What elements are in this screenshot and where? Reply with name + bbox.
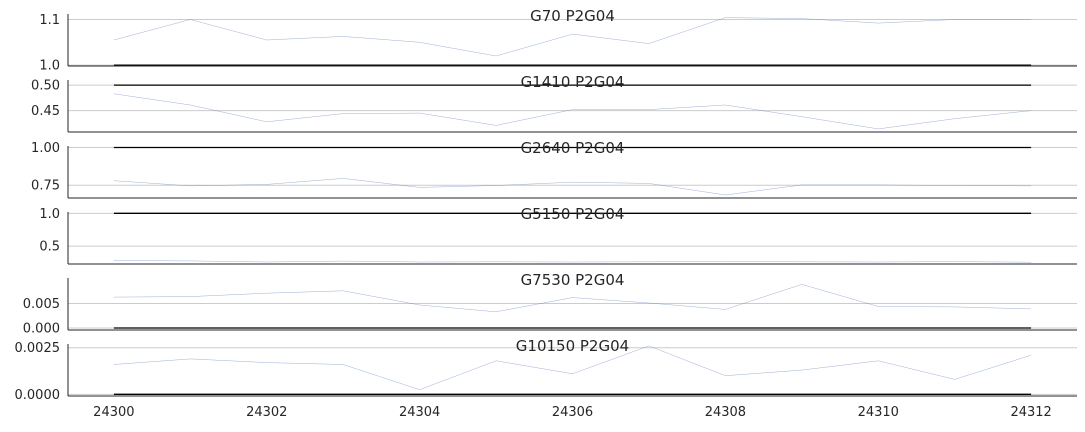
subplot-1: 1.0 1.1 G70 P2G04 xyxy=(39,7,1077,74)
y-tick-label: 0.000 xyxy=(23,322,60,337)
y-tick-label: 0.0025 xyxy=(15,341,61,356)
x-tick-label: 24310 xyxy=(858,405,899,420)
y-tick-label: 0.0000 xyxy=(15,388,61,403)
x-tick-label: 24302 xyxy=(246,405,287,420)
series-line xyxy=(113,178,1032,196)
subplot-title: G70 P2G04 xyxy=(530,7,615,25)
subplot-6: 0.0000 0.0025 G10150 P2G04 xyxy=(15,337,1077,403)
y-tick-label: 0.45 xyxy=(31,104,60,119)
y-tick-label: 1.00 xyxy=(31,141,60,156)
y-tick-label: 1.0 xyxy=(39,207,60,222)
subplot-title: G7530 P2G04 xyxy=(521,271,625,289)
x-tick-label: 24304 xyxy=(399,405,440,420)
subplot-5: 0.000 0.005 G7530 P2G04 xyxy=(23,271,1077,337)
x-tick-label: 24312 xyxy=(1010,405,1051,420)
subplot-2: 0.45 0.50 G1410 P2G04 xyxy=(31,73,1077,133)
subplot-title: G5150 P2G04 xyxy=(521,205,625,223)
y-tick-label: 0.75 xyxy=(31,179,60,194)
series-line xyxy=(113,260,1032,263)
subplot-3: 0.75 1.00 G2640 P2G04 xyxy=(31,139,1077,199)
subplot-title: G10150 P2G04 xyxy=(516,337,629,355)
subplot-title: G2640 P2G04 xyxy=(521,139,625,157)
y-tick-label: 1.1 xyxy=(39,13,60,28)
x-tick-label: 24306 xyxy=(552,405,593,420)
y-tick-label: 0.50 xyxy=(31,79,60,94)
series-line xyxy=(113,93,1032,130)
series-line xyxy=(113,17,1032,57)
y-tick-label: 0.005 xyxy=(23,297,60,312)
series-line xyxy=(113,345,1032,390)
x-tick-label: 24308 xyxy=(705,405,746,420)
y-tick-label: 1.0 xyxy=(39,59,60,74)
subplot-4: 0.5 1.0 G5150 P2G04 xyxy=(39,205,1077,265)
x-tick-label: 24300 xyxy=(93,405,134,420)
y-tick-label: 0.5 xyxy=(39,240,60,255)
subplot-title: G1410 P2G04 xyxy=(521,73,625,91)
series-line xyxy=(113,284,1032,313)
